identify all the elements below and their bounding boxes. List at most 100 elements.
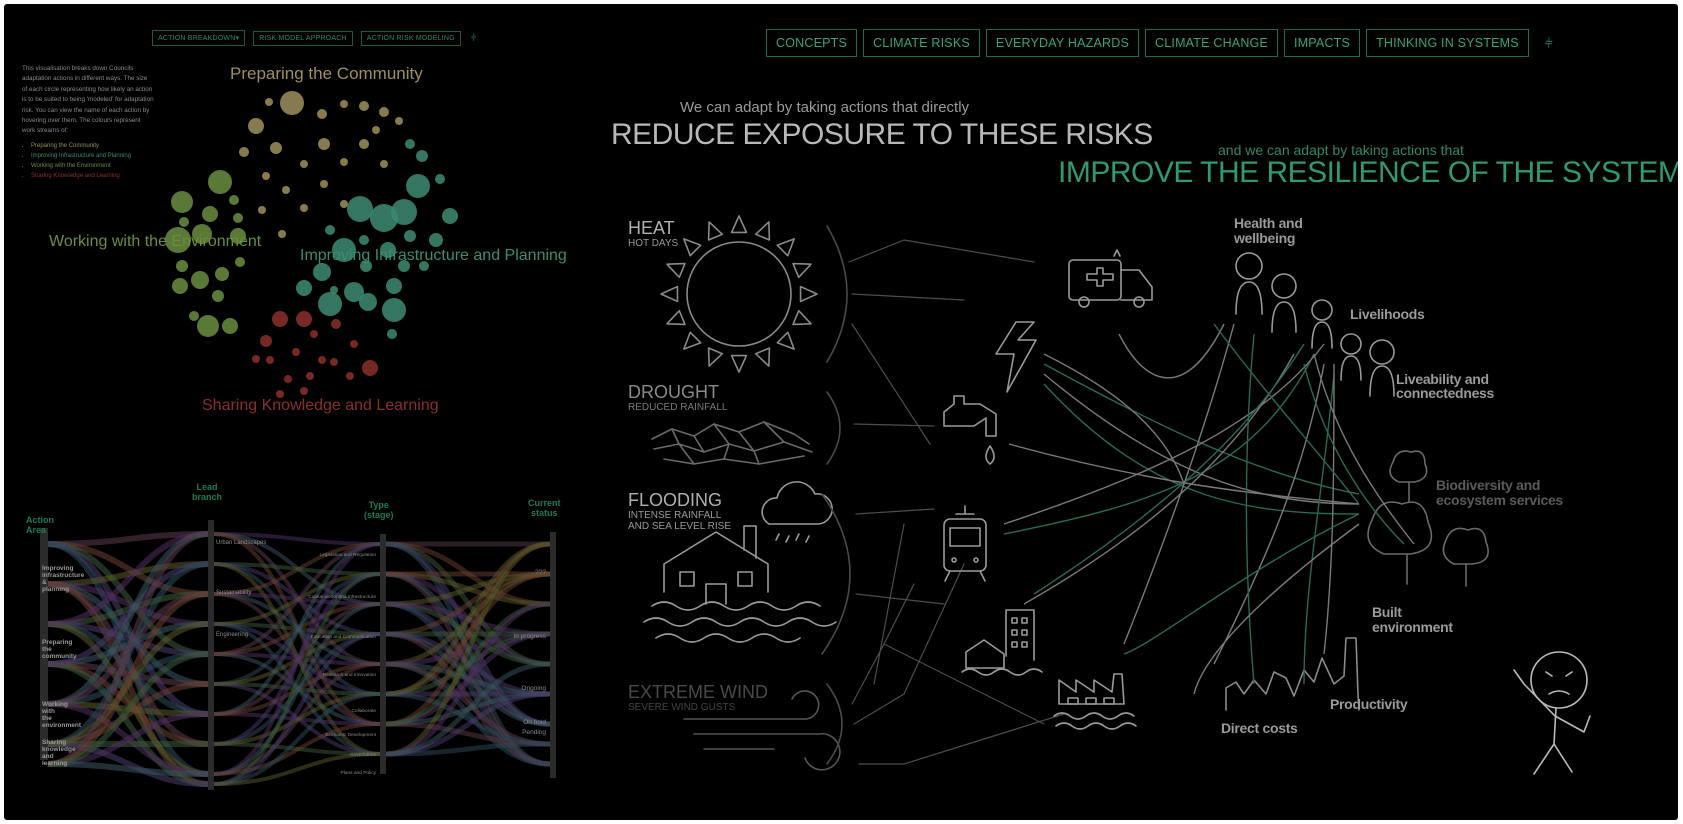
bubble-knowledge	[252, 355, 260, 363]
houses-flood-icon	[961, 609, 1043, 676]
bubble-environment	[208, 170, 232, 194]
sun-ray	[666, 309, 686, 326]
action-area-label: planning	[42, 586, 69, 593]
bubble-knowledge	[350, 340, 358, 348]
action-area-label: Sharing	[42, 739, 66, 746]
sankey-link	[47, 741, 209, 787]
outcome-text: Built	[1372, 604, 1402, 620]
bubble-preparing	[280, 91, 304, 115]
hazard-sub: AND SEA LEVEL RISE	[628, 521, 732, 532]
outcome-livelihoods: Livelihoods	[1350, 306, 1425, 322]
action-area-label: Preparing	[42, 639, 72, 646]
bubble-preparing	[359, 101, 369, 111]
tab-climate-risks[interactable]: CLIMATE RISKS	[863, 29, 980, 57]
sankey-link	[213, 752, 381, 786]
bubble-preparing	[262, 172, 270, 180]
bubble-knowledge	[300, 387, 308, 395]
hazard-brackets	[821, 225, 851, 765]
sankey-node-bar	[550, 532, 556, 778]
bubble-preparing	[340, 100, 348, 108]
network-curve	[1303, 363, 1405, 545]
sun-ray	[776, 331, 795, 350]
header-text: Action	[26, 515, 54, 525]
action-area-label: &	[42, 579, 47, 586]
sun-ray	[754, 221, 771, 241]
bubble-preparing	[372, 126, 380, 134]
sankey-link	[47, 661, 209, 787]
bubble-infrastructure	[296, 280, 312, 296]
status-label: ???	[535, 569, 546, 576]
sun-ray	[799, 285, 818, 303]
chevron-down-icon[interactable]: ⫩	[1544, 34, 1553, 51]
sankey-link	[213, 662, 381, 776]
network-curve	[1213, 323, 1360, 505]
lightning-icon	[995, 321, 1037, 393]
stream-list: Preparing the Community Improving Infras…	[22, 141, 154, 181]
bubble-knowledge	[296, 311, 312, 327]
outcome-text: wellbeing	[1234, 230, 1296, 246]
tab-impacts[interactable]: IMPACTS	[1284, 29, 1361, 57]
label-environment: Working with the Environment	[49, 233, 262, 250]
sun-icon	[660, 215, 818, 373]
stream-knowledge: Sharing Knowledge and Learning	[31, 171, 154, 181]
action-breakdown-button[interactable]: ACTION BREAKDOWN▾	[152, 30, 246, 46]
label-infrastructure: Improving Infrastructure and Planning	[300, 247, 567, 264]
bubble-infrastructure	[330, 286, 338, 294]
outcome-text: environment	[1372, 619, 1453, 635]
type-label: Governance	[350, 752, 376, 758]
header-type: Type (stage)	[364, 500, 394, 520]
network-curve	[1323, 363, 1335, 655]
status-label: Pending	[522, 729, 546, 736]
tab-concepts[interactable]: CONCEPTS	[766, 29, 858, 57]
bubble-infrastructure	[419, 261, 429, 271]
bubble-environment	[172, 278, 188, 294]
sankey-link	[213, 542, 381, 656]
hazard-title: DROUGHT	[628, 382, 719, 402]
type-label: Legislation and Regulation	[319, 552, 376, 558]
rain-cloud-icon	[761, 481, 833, 543]
sankey-link	[47, 651, 209, 767]
outcome-text: Health and	[1234, 215, 1303, 231]
factory-icon	[1053, 673, 1137, 730]
header-text: Lead	[196, 482, 218, 492]
chevron-down-icon[interactable]: ⫩	[470, 32, 477, 44]
action-area-label: Improving	[42, 565, 73, 572]
branch-label: Sustainability	[216, 590, 251, 596]
stream-environment: Working with the Environment	[31, 161, 154, 171]
sankey-node-bar	[208, 520, 214, 790]
action-area-label: infrastructure	[42, 572, 85, 579]
bubble-knowledge	[330, 358, 338, 366]
sun-ray	[683, 238, 702, 257]
tab-climate-change[interactable]: CLIMATE CHANGE	[1145, 29, 1279, 57]
action-risk-modeling-button[interactable]: ACTION RISK MODELING	[360, 30, 461, 46]
stream-infrastructure: Improving Infrastructure and Planning	[31, 151, 154, 161]
tab-thinking-in-systems[interactable]: THINKING IN SYSTEMS	[1366, 29, 1529, 57]
bubble-environment	[222, 318, 238, 334]
header-text: Type	[368, 500, 389, 510]
bubble-environment	[233, 213, 243, 223]
network-curve	[1245, 333, 1255, 685]
bubble-environment	[215, 267, 229, 281]
tab-everyday-hazards[interactable]: EVERYDAY HAZARDS	[985, 29, 1140, 57]
network-curve	[1193, 523, 1360, 695]
sankey-node-bar	[40, 528, 48, 760]
bubble-preparing	[278, 230, 286, 238]
sankey-link	[213, 542, 381, 596]
bubble-infrastructure	[344, 282, 364, 302]
risk-model-approach-button[interactable]: RISK MODEL APPROACH	[253, 30, 353, 46]
bubble-infrastructure	[325, 225, 335, 235]
bubble-preparing	[270, 142, 282, 154]
sankey-link	[47, 531, 209, 627]
hazard-sub: HOT DAYS	[628, 238, 679, 249]
bubble-knowledge	[276, 390, 284, 398]
sun-ray	[666, 262, 686, 279]
network-curve	[1043, 363, 1360, 495]
outcome-text: Liveability and	[1396, 371, 1489, 387]
bubble-preparing	[340, 200, 348, 208]
bubble-environment	[212, 290, 224, 302]
hazard-drought: DROUGHT REDUCED RAINFALL	[628, 382, 727, 413]
bubble-preparing	[258, 206, 266, 214]
bubble-environment	[235, 257, 245, 267]
outcome-built: Built environment	[1372, 605, 1453, 635]
